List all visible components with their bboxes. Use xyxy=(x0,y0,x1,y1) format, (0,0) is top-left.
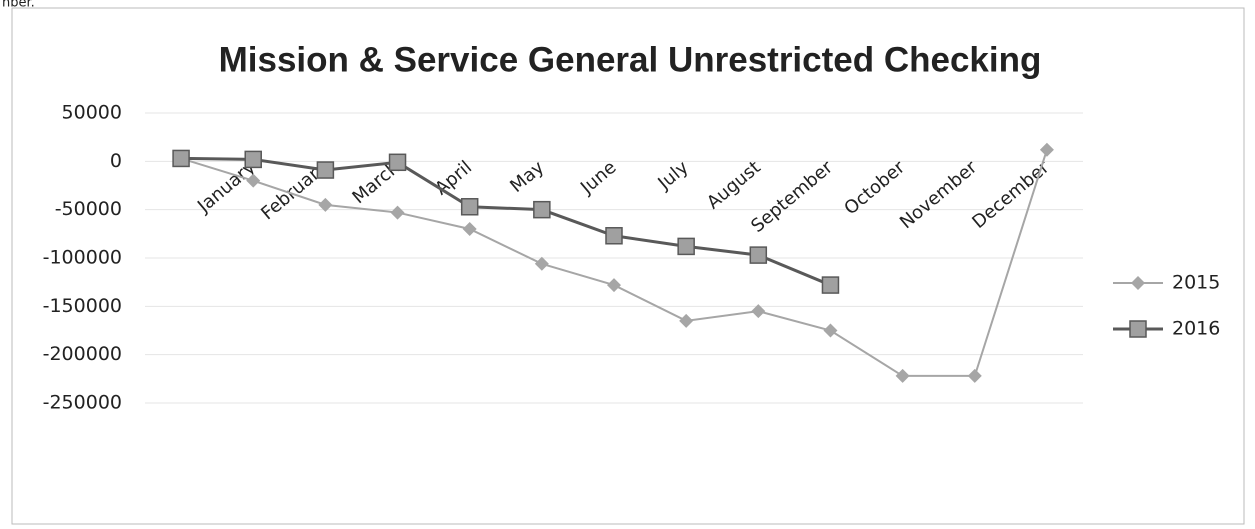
data-point xyxy=(823,323,838,338)
data-point xyxy=(533,200,551,219)
legend-label: 2016 xyxy=(1172,318,1220,340)
y-tick-label: 0 xyxy=(110,150,122,172)
legend-marker xyxy=(1131,276,1145,290)
data-point xyxy=(605,227,623,245)
y-tick-label: -150000 xyxy=(43,295,122,317)
data-point xyxy=(967,368,982,383)
series-line xyxy=(181,156,832,287)
data-point xyxy=(751,304,766,319)
data-point xyxy=(316,161,335,179)
data-point xyxy=(390,205,405,220)
caption: nber. xyxy=(2,0,35,11)
data-point xyxy=(749,246,768,264)
data-point xyxy=(679,313,694,328)
legend-label: 2015 xyxy=(1172,272,1220,294)
chart-title: Mission & Service General Unrestricted C… xyxy=(219,40,1042,79)
legend-marker xyxy=(1129,320,1147,338)
data-point xyxy=(895,368,910,383)
data-point xyxy=(607,278,621,293)
y-tick-label: -100000 xyxy=(43,247,122,269)
data-point xyxy=(246,173,261,188)
data-point xyxy=(172,149,190,168)
data-point xyxy=(821,276,840,294)
data-point xyxy=(1039,142,1054,157)
data-point xyxy=(460,198,479,216)
y-tick-label: -50000 xyxy=(55,198,122,220)
data-point xyxy=(462,222,477,236)
y-tick-label: -200000 xyxy=(43,343,122,365)
y-tick-label: 50000 xyxy=(62,102,122,124)
y-tick-label: -250000 xyxy=(43,392,122,414)
chart-border xyxy=(11,7,1245,525)
data-point xyxy=(244,150,262,169)
data-point xyxy=(388,153,407,172)
data-point xyxy=(318,197,333,212)
data-point xyxy=(534,256,549,271)
data-point xyxy=(677,237,695,256)
